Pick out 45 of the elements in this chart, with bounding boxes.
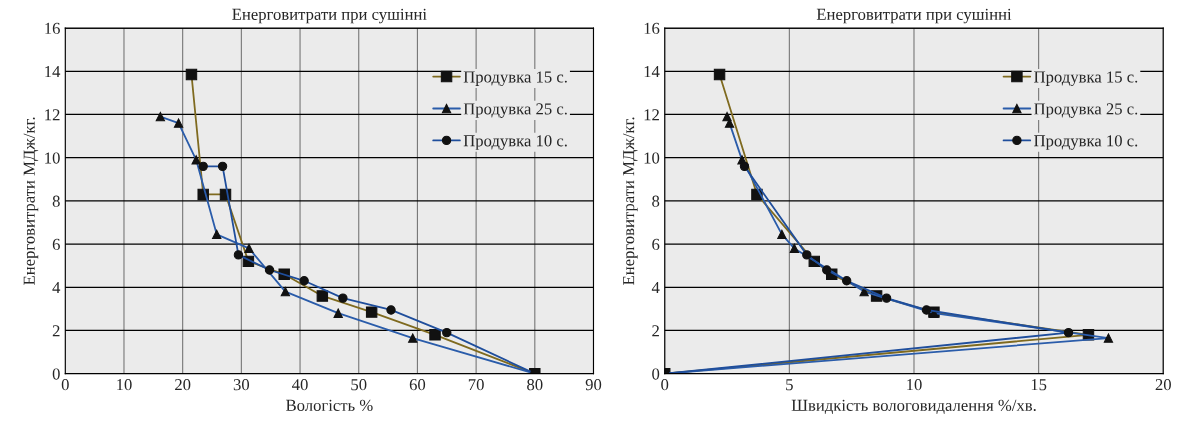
x-tick-label: 30 xyxy=(233,379,250,391)
x-tick-label: 70 xyxy=(468,379,484,391)
y-tick-label: 12 xyxy=(644,109,659,121)
y-axis-title: Енерговитрати МДж/кг. xyxy=(23,117,39,285)
x-tick-label: 15 xyxy=(1031,379,1047,391)
x-tick-label: 10 xyxy=(907,379,922,391)
x-tick-label: 20 xyxy=(1155,379,1171,391)
y-tick-label: 2 xyxy=(652,325,659,337)
y-tick-label: 6 xyxy=(652,238,660,251)
y-tick-label: 16 xyxy=(45,22,60,35)
y-tick-label: 14 xyxy=(45,66,61,78)
y-tick-label: 16 xyxy=(644,22,660,35)
legend-label: Продувка 25 с. xyxy=(463,103,567,118)
legend-label: Продувка 10 с. xyxy=(463,135,567,150)
x-tick-label: 20 xyxy=(175,379,191,391)
x-tick-label: 0 xyxy=(61,379,69,391)
x-tick-label: 90 xyxy=(585,379,602,391)
x-tick-label: 5 xyxy=(786,379,793,391)
legend-label: Продувка 25 с. xyxy=(1034,103,1138,118)
y-tick-label: 10 xyxy=(644,152,660,164)
y-tick-label: 8 xyxy=(52,195,60,207)
y-tick-label: 8 xyxy=(652,195,660,207)
chart-title: Енерговитрати при сушінні xyxy=(232,8,427,24)
y-tick-label: 4 xyxy=(52,282,61,294)
y-tick-label: 10 xyxy=(45,152,60,164)
y-tick-label: 0 xyxy=(52,368,60,380)
y-tick-label: 14 xyxy=(644,66,660,78)
x-tick-label: 60 xyxy=(409,379,426,391)
legend-label: Продувка 15 с. xyxy=(1034,71,1138,86)
y-axis-title: Енерговитрати МДж/кг. xyxy=(623,117,638,285)
y-tick-label: 4 xyxy=(651,282,660,294)
y-tick-label: 2 xyxy=(52,325,60,337)
chart-title: Енерговитрати при сушінні xyxy=(816,8,1012,24)
y-tick-label: 6 xyxy=(52,238,60,251)
x-tick-label: 40 xyxy=(292,379,308,391)
x-tick-label: 80 xyxy=(527,379,543,391)
x-tick-label: 0 xyxy=(661,379,669,391)
x-tick-label: 50 xyxy=(351,379,367,391)
y-tick-label: 12 xyxy=(45,109,60,121)
x-axis-title: Вологість % xyxy=(286,399,373,411)
x-tick-label: 10 xyxy=(117,379,132,391)
x-axis-title: Швидкість вологовидалення %/хв. xyxy=(791,399,1036,414)
legend-label: Продувка 15 с. xyxy=(463,71,567,86)
y-tick-label: 0 xyxy=(652,368,660,380)
legend-label: Продувка 10 с. xyxy=(1034,135,1138,150)
